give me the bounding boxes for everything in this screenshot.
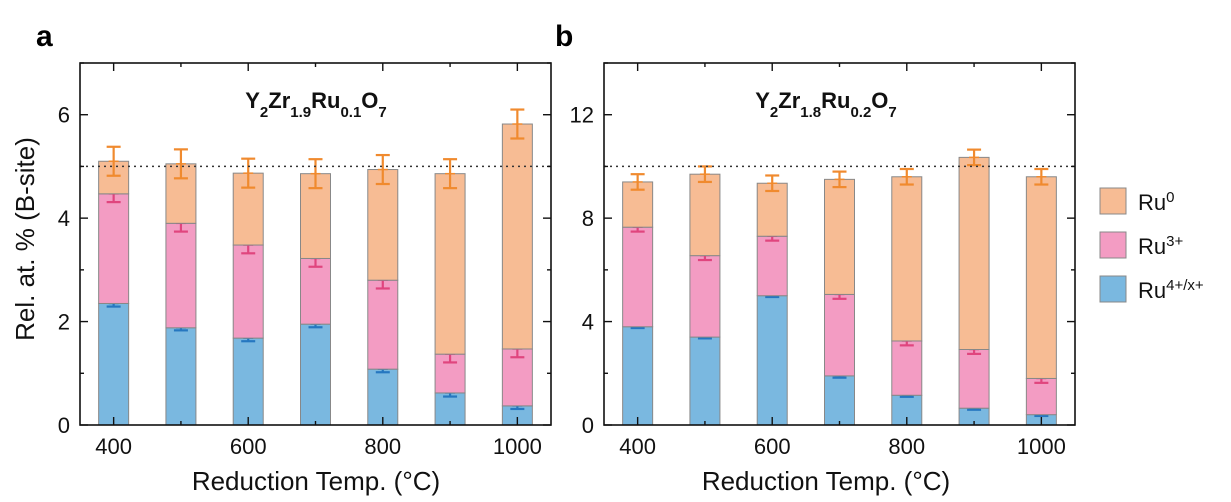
- bar-b-ru4-400: [622, 326, 654, 426]
- bar-a-ru0-800: [367, 169, 399, 281]
- bar-a-ru3-600: [232, 244, 264, 339]
- y-tick-label-b-0: 0: [582, 413, 594, 438]
- error-bar-a-ru0-800: [375, 153, 390, 186]
- bar-a-ru3-800: [367, 279, 399, 370]
- chart-title-b: Y2Zr1.8Ru0.2O7: [755, 88, 897, 121]
- x-tick-label-a-400: 400: [95, 434, 132, 459]
- legend-label-ru0: Ru0: [1138, 189, 1174, 216]
- chart-title-a: Y2Zr1.9Ru0.1O7: [245, 88, 387, 121]
- x-axis-title-a: Reduction Temp. (°C): [192, 466, 440, 496]
- bar-b-ru0-700: [824, 178, 855, 295]
- x-tick-label-b-800: 800: [888, 434, 925, 459]
- bar-a-ru0-900: [434, 173, 466, 355]
- x-tick-label-a-600: 600: [230, 434, 267, 459]
- bar-a-ru3-400: [98, 193, 130, 304]
- legend-swatch-ru4: [1099, 275, 1127, 303]
- error-bar-b-ru0-800: [899, 167, 914, 186]
- error-bar-a-ru0-900: [443, 158, 458, 190]
- chart-panel-b: Y2Zr1.8Ru0.2O7 Reduction Temp. (°C) 400 6…: [570, 62, 1076, 496]
- bar-a-ru4-400: [98, 302, 130, 426]
- bar-b-ru3-500: [689, 255, 721, 338]
- y-tick-label-a-6: 6: [58, 103, 70, 128]
- error-bar-a-ru0-600: [241, 157, 256, 189]
- legend-label-ru4: Ru4+/x+: [1138, 277, 1204, 304]
- x-tick-label-b-1000: 1000: [1017, 434, 1066, 459]
- bar-b-ru0-500: [689, 173, 721, 257]
- bar-a-ru4-800: [367, 368, 399, 426]
- y-tick-label-a-2: 2: [58, 310, 70, 335]
- bar-b-ru3-700: [824, 293, 855, 377]
- y-tick-label-b-4: 4: [582, 310, 594, 335]
- bar-a-ru4-500: [165, 327, 197, 426]
- x-tick-label-b-600: 600: [754, 434, 791, 459]
- error-bar-a-ru0-1000: [510, 108, 525, 140]
- bar-b-ru4-600: [756, 295, 788, 426]
- x-tick-label-b-400: 400: [619, 434, 656, 459]
- bar-a-ru4-900: [434, 392, 466, 426]
- error-bar-b-ru0-600: [765, 174, 780, 193]
- bar-b-ru0-800: [891, 176, 923, 342]
- bar-b-ru4-500: [689, 336, 721, 426]
- panel-label-a: a: [36, 20, 53, 53]
- bar-a-ru4-700: [300, 323, 331, 426]
- error-bar-b-ru0-1000: [1034, 167, 1049, 186]
- legend-swatch-ru0: [1099, 187, 1127, 215]
- error-bar-a-ru0-400: [106, 145, 121, 177]
- x-tick-label-a-1000: 1000: [493, 434, 542, 459]
- x-axis-title-b: Reduction Temp. (°C): [702, 466, 950, 496]
- legend-label-ru3: Ru3+: [1138, 233, 1183, 260]
- bar-b-ru4-700: [824, 375, 855, 426]
- error-bar-b-ru0-900: [967, 148, 982, 167]
- y-tick-label-b-8: 8: [582, 206, 594, 231]
- bar-b-ru3-800: [891, 340, 923, 396]
- y-tick-label-a-4: 4: [58, 206, 70, 231]
- x-tick-label-a-800: 800: [364, 434, 401, 459]
- bar-b-ru3-600: [756, 235, 788, 297]
- error-bar-a-ru0-500: [173, 148, 188, 180]
- bar-a-ru3-500: [165, 222, 197, 329]
- bar-b-ru3-400: [622, 226, 654, 328]
- y-tick-label-a-0: 0: [58, 413, 70, 438]
- bar-a-ru4-600: [232, 337, 264, 426]
- error-bar-b-ru0-700: [832, 170, 847, 189]
- bar-b-ru0-900: [958, 156, 990, 350]
- error-bar-a-ru0-700: [308, 158, 323, 190]
- bar-b-ru3-1000: [1025, 377, 1057, 416]
- y-axis-title: Rel. at. % (B-site): [10, 137, 40, 341]
- bar-a-ru3-700: [300, 257, 331, 325]
- bar-b-ru0-1000: [1025, 176, 1057, 379]
- bar-a-ru0-1000: [501, 123, 533, 350]
- y-tick-label-b-12: 12: [570, 103, 594, 128]
- panel-label-b: b: [555, 20, 573, 53]
- legend-swatch-ru3: [1099, 231, 1127, 259]
- error-bar-b-ru0-400: [630, 173, 645, 191]
- legend: Ru0 Ru3+ Ru4+/x+: [1099, 187, 1204, 304]
- bar-b-ru3-900: [958, 348, 990, 409]
- chart-panel-a: Y2Zr1.9Ru0.1O7 Reduction Temp. (°C) 400 6…: [58, 62, 552, 496]
